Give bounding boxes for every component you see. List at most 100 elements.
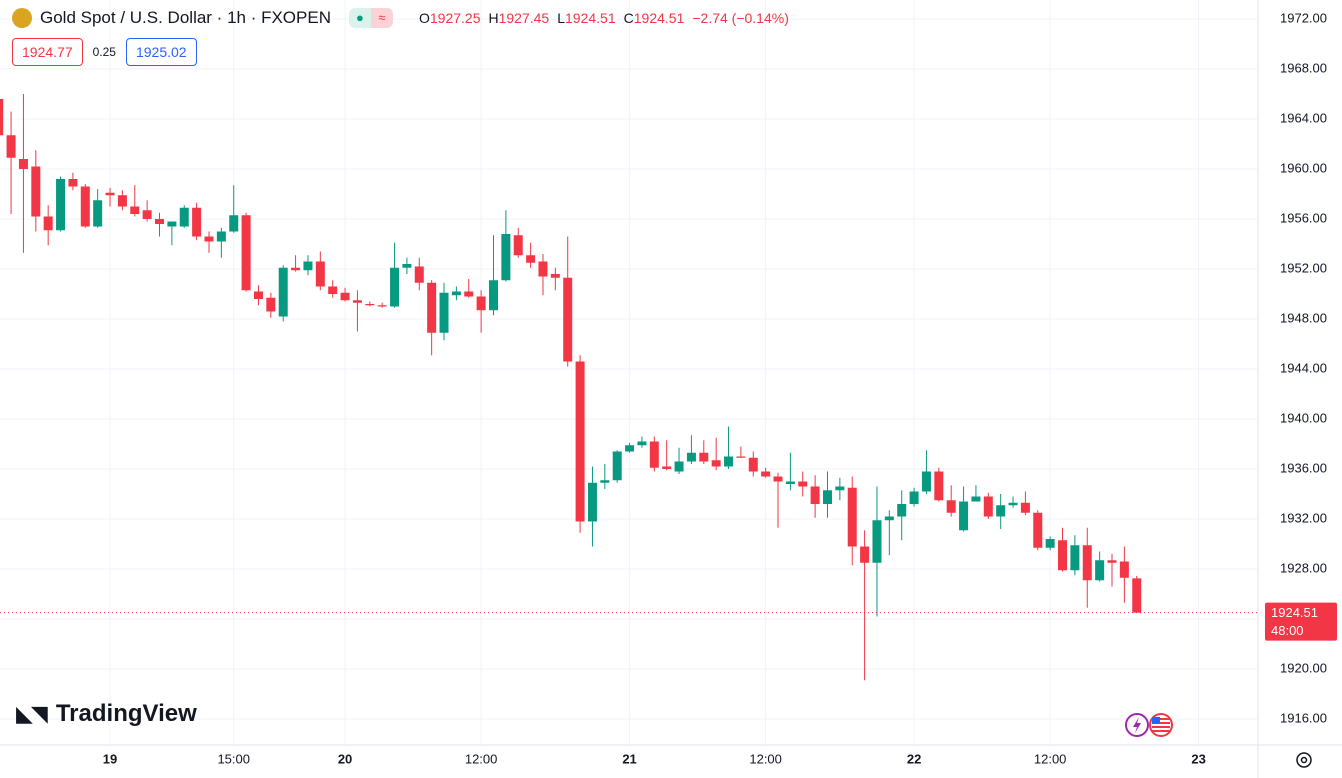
- candle-body: [451, 291, 461, 296]
- candle-body: [1058, 540, 1068, 571]
- candle-body: [1045, 539, 1055, 548]
- x-tick-label: 23: [1191, 751, 1205, 766]
- candle-body: [798, 481, 808, 487]
- y-tick-label: 1948.00: [1280, 310, 1327, 325]
- candle-body: [291, 267, 301, 271]
- x-tick-label: 12:00: [1034, 751, 1067, 766]
- candle-body: [538, 261, 548, 277]
- ohlc-label: H: [488, 10, 499, 26]
- y-tick-label: 1916.00: [1280, 710, 1327, 725]
- candle-body: [686, 452, 696, 462]
- y-tick-label: 1940.00: [1280, 410, 1327, 425]
- candle-body: [773, 476, 783, 482]
- x-tick-label: 19: [103, 751, 117, 766]
- status-buttons[interactable]: ● ≈: [348, 8, 393, 28]
- candle-body: [1033, 512, 1043, 548]
- settings-icon: [1296, 752, 1312, 768]
- candle-body: [996, 505, 1006, 517]
- candle-body: [736, 456, 746, 458]
- candle-body: [464, 291, 474, 297]
- candle-body: [315, 261, 325, 287]
- candle-body: [241, 215, 251, 291]
- candle-body: [1070, 545, 1080, 571]
- price-change: −2.74 (−0.14%): [692, 10, 789, 26]
- symbol-icon: [12, 8, 32, 28]
- ohlc-label: C: [623, 10, 634, 26]
- x-tick-label: 15:00: [217, 751, 250, 766]
- y-tick-label: 1972.00: [1280, 10, 1327, 25]
- candle-body: [872, 520, 882, 563]
- y-tick-label: 1964.00: [1280, 110, 1327, 125]
- quote-panel: 1924.77 0.25 1925.02: [12, 38, 197, 66]
- candles: [0, 94, 1142, 681]
- candle-body: [427, 282, 437, 333]
- y-tick-label: 1968.00: [1280, 60, 1327, 75]
- candle-body: [971, 496, 981, 502]
- candle-body: [711, 460, 721, 467]
- candle-body: [340, 292, 350, 301]
- candle-body: [587, 482, 597, 522]
- watermark-logo: ◣◥: [16, 701, 48, 726]
- candle-body: [117, 195, 127, 207]
- candle-body: [1095, 560, 1105, 581]
- market-open-dot[interactable]: ●: [348, 8, 371, 28]
- y-tick-label: 1956.00: [1280, 210, 1327, 225]
- candle-body: [216, 231, 226, 242]
- candle-body: [31, 166, 41, 217]
- candle-body: [56, 179, 66, 231]
- candle-body: [352, 300, 362, 303]
- y-tick-label: 1932.00: [1280, 510, 1327, 525]
- candle-body: [439, 292, 449, 333]
- candle-body: [142, 210, 152, 219]
- candle-body: [365, 304, 375, 306]
- candle-body: [761, 471, 771, 477]
- ohlc-value: 1927.45: [498, 10, 550, 26]
- candle-body: [897, 504, 907, 517]
- candle-body: [266, 297, 276, 312]
- candle-body: [563, 277, 573, 362]
- spread: 0.25: [92, 45, 116, 59]
- candle-body: [649, 441, 659, 468]
- events-bolt: [1133, 717, 1141, 733]
- candle-body: [501, 234, 511, 281]
- candle-body: [402, 264, 412, 268]
- x-tick-label: 20: [338, 751, 352, 766]
- candle-body: [575, 361, 585, 522]
- flag-canton: [1152, 717, 1160, 724]
- y-tick-label: 1920.00: [1280, 660, 1327, 675]
- candle-body: [130, 206, 140, 214]
- candle-body: [835, 486, 845, 491]
- candle-body: [526, 255, 536, 263]
- candle-body: [662, 466, 672, 469]
- candle-body: [1132, 578, 1142, 613]
- bid-button[interactable]: 1924.77: [12, 38, 83, 66]
- x-tick-label: 22: [907, 751, 921, 766]
- candle-body: [155, 219, 165, 224]
- ask-button[interactable]: 1925.02: [125, 38, 197, 66]
- y-tick-label: 1928.00: [1280, 560, 1327, 575]
- symbol-title: Gold Spot / U.S. Dollar · 1h · FXOPEN: [40, 8, 331, 27]
- x-tick-label: 12:00: [749, 751, 782, 766]
- candle-body: [909, 491, 919, 504]
- x-tick-label: 21: [622, 751, 636, 766]
- candle-body: [513, 235, 523, 256]
- candle-body: [303, 261, 313, 271]
- countdown-label: 48:00: [1271, 623, 1304, 638]
- data-delay-icon[interactable]: ≈: [370, 8, 393, 28]
- candle-body: [860, 546, 870, 563]
- candle-body: [204, 236, 214, 242]
- candle-body: [748, 457, 758, 472]
- candle-body: [179, 207, 189, 227]
- candle-body: [822, 490, 832, 504]
- candle-body: [1008, 502, 1018, 506]
- ohlc-value: 1927.25: [429, 10, 481, 26]
- candle-body: [1107, 560, 1117, 563]
- candle-body: [625, 445, 635, 452]
- candle-body: [612, 451, 622, 481]
- candle-body: [724, 456, 734, 467]
- candle-body: [884, 516, 894, 521]
- candle-body: [699, 452, 709, 462]
- candle-body: [6, 135, 16, 158]
- candle-body: [600, 480, 610, 483]
